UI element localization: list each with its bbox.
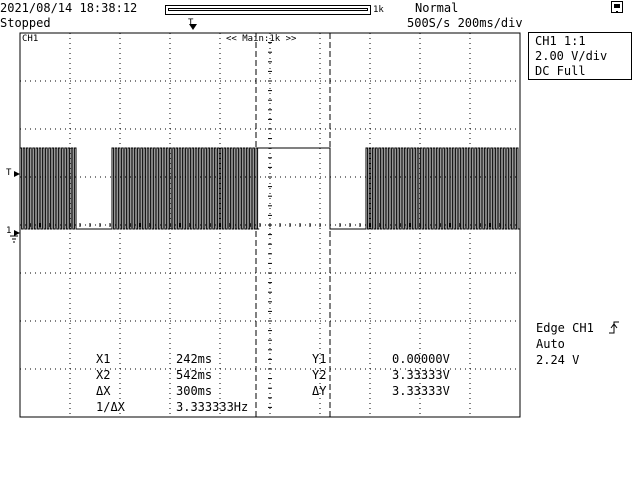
- trigger-level-arrow-icon: [14, 171, 20, 177]
- cursor-x2-label: X2: [96, 368, 111, 382]
- timebase-readout: 500S/s 200ms/div: [407, 16, 523, 30]
- ch1-ground-arrow-icon: [14, 230, 20, 236]
- cursor-y2-value: 3.33333V: [392, 368, 450, 382]
- usb-device-icon: [611, 1, 623, 13]
- trigger-level-label: T: [6, 168, 12, 178]
- trigger-mode-readout: Auto: [536, 337, 565, 351]
- trigger-level-readout: 2.24 V: [536, 353, 580, 367]
- trigger-position-arrow-icon: [189, 24, 197, 30]
- channel-tag: CH1: [22, 34, 39, 44]
- channel-coupling-readout: DC Full: [535, 64, 586, 78]
- cursor-inv-dx-value: 3.333333Hz: [176, 400, 249, 414]
- acquisition-mode-readout: Normal: [415, 1, 459, 15]
- cursor-x1-label: X1: [96, 352, 111, 366]
- run-state-readout: Stopped: [0, 16, 51, 30]
- cursor-y2-label: Y2: [312, 368, 327, 382]
- graticule-grid: [19, 32, 521, 417]
- cursor-dy-label: ΔY: [312, 384, 327, 398]
- channel-scale-readout: 2.00 V/div: [535, 49, 608, 63]
- ch1-level-label: 1: [6, 226, 12, 236]
- trigger-type-readout: Edge CH1: [536, 321, 594, 335]
- datetime-readout: 2021/08/14 18:38:12: [0, 1, 138, 15]
- cursor-dy-value: 3.33333V: [392, 384, 450, 398]
- channel-info-panel[interactable]: CH1 1:1 2.00 V/div DC Full: [528, 32, 632, 80]
- cursor-dx-value: 300ms: [176, 384, 213, 398]
- memory-position-bar: [165, 5, 371, 15]
- cursor-y1-label: Y1: [312, 352, 327, 366]
- channel-probe-readout: CH1 1:1: [535, 34, 586, 48]
- trigger-position-marker: T: [188, 18, 194, 28]
- record-length-label: 1k: [373, 5, 384, 15]
- zoom-window-label: << Main:1k >>: [226, 34, 297, 44]
- ch1-waveform-trace: [19, 147, 520, 230]
- cursor-x2-value: 542ms: [176, 368, 213, 382]
- cursor-inv-dx-label: 1/ΔX: [96, 400, 125, 414]
- cursor-dx-label: ΔX: [96, 384, 111, 398]
- cursor-x1-value: 242ms: [176, 352, 213, 366]
- cursor-y1-value: 0.00000V: [392, 352, 450, 366]
- ground-symbol-icon: [10, 235, 18, 243]
